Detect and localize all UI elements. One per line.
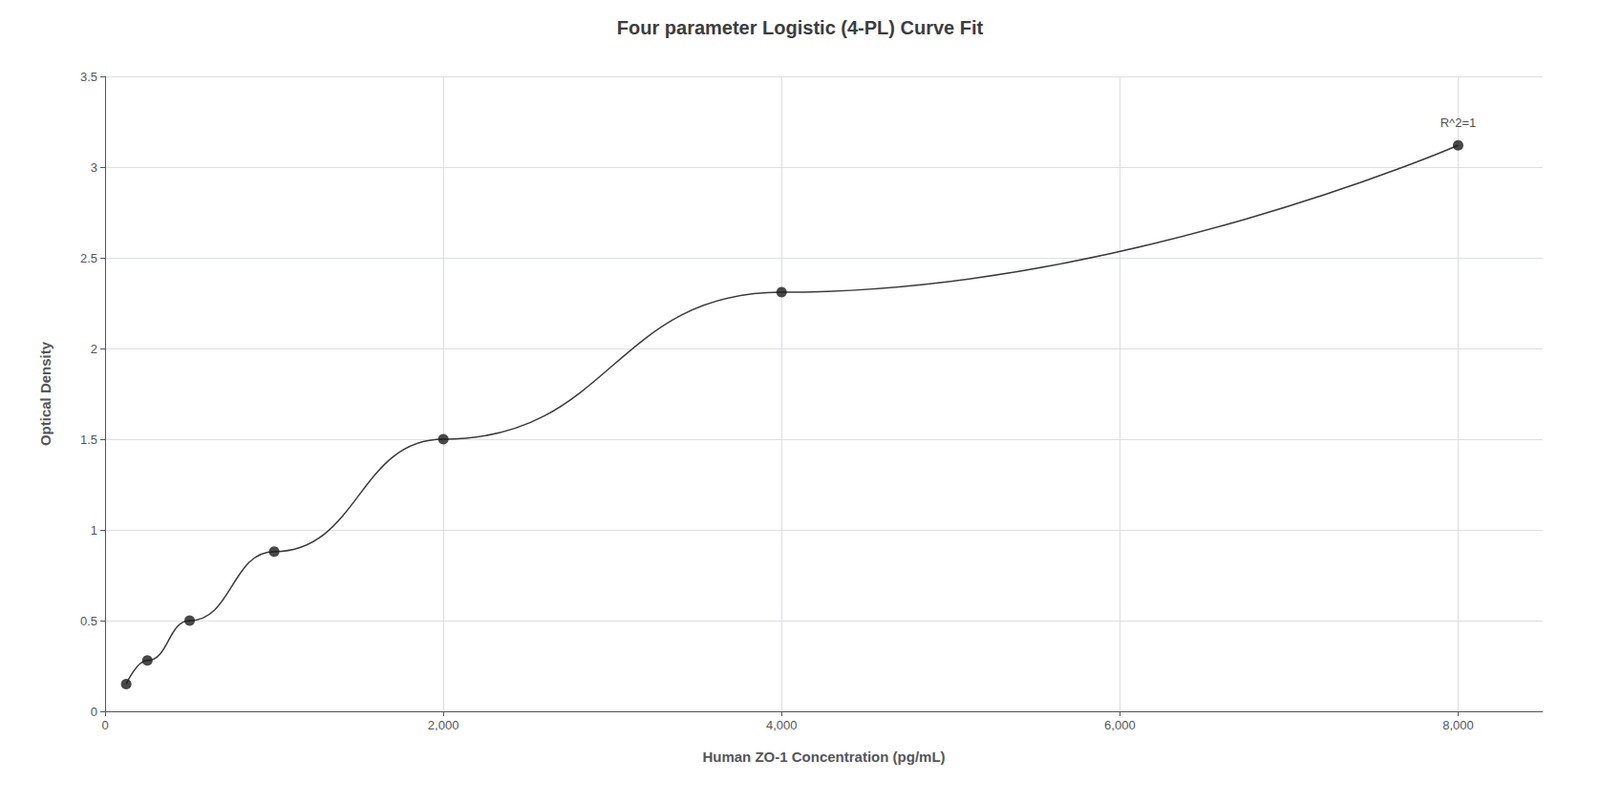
svg-text:2: 2 [90, 341, 98, 357]
svg-text:Optical Density: Optical Density [37, 341, 54, 447]
svg-text:1.5: 1.5 [80, 432, 98, 448]
svg-text:0: 0 [101, 718, 108, 733]
svg-text:Four parameter Logistic (4-PL): Four parameter Logistic (4-PL) Curve Fit [617, 17, 984, 39]
svg-text:4,000: 4,000 [766, 718, 798, 733]
svg-text:6,000: 6,000 [1104, 718, 1136, 733]
svg-text:2,000: 2,000 [427, 718, 460, 733]
svg-text:3.5: 3.5 [80, 69, 98, 85]
svg-text:0.5: 0.5 [80, 614, 98, 629]
svg-text:2.5: 2.5 [80, 251, 98, 266]
svg-text:Human ZO-1 Concentration (pg/m: Human ZO-1 Concentration (pg/mL) [702, 748, 945, 766]
svg-text:1: 1 [90, 523, 98, 538]
svg-text:R^2=1: R^2=1 [1440, 115, 1477, 130]
svg-text:0: 0 [90, 704, 98, 720]
svg-text:3: 3 [90, 160, 98, 175]
svg-text:8,000: 8,000 [1442, 718, 1474, 733]
